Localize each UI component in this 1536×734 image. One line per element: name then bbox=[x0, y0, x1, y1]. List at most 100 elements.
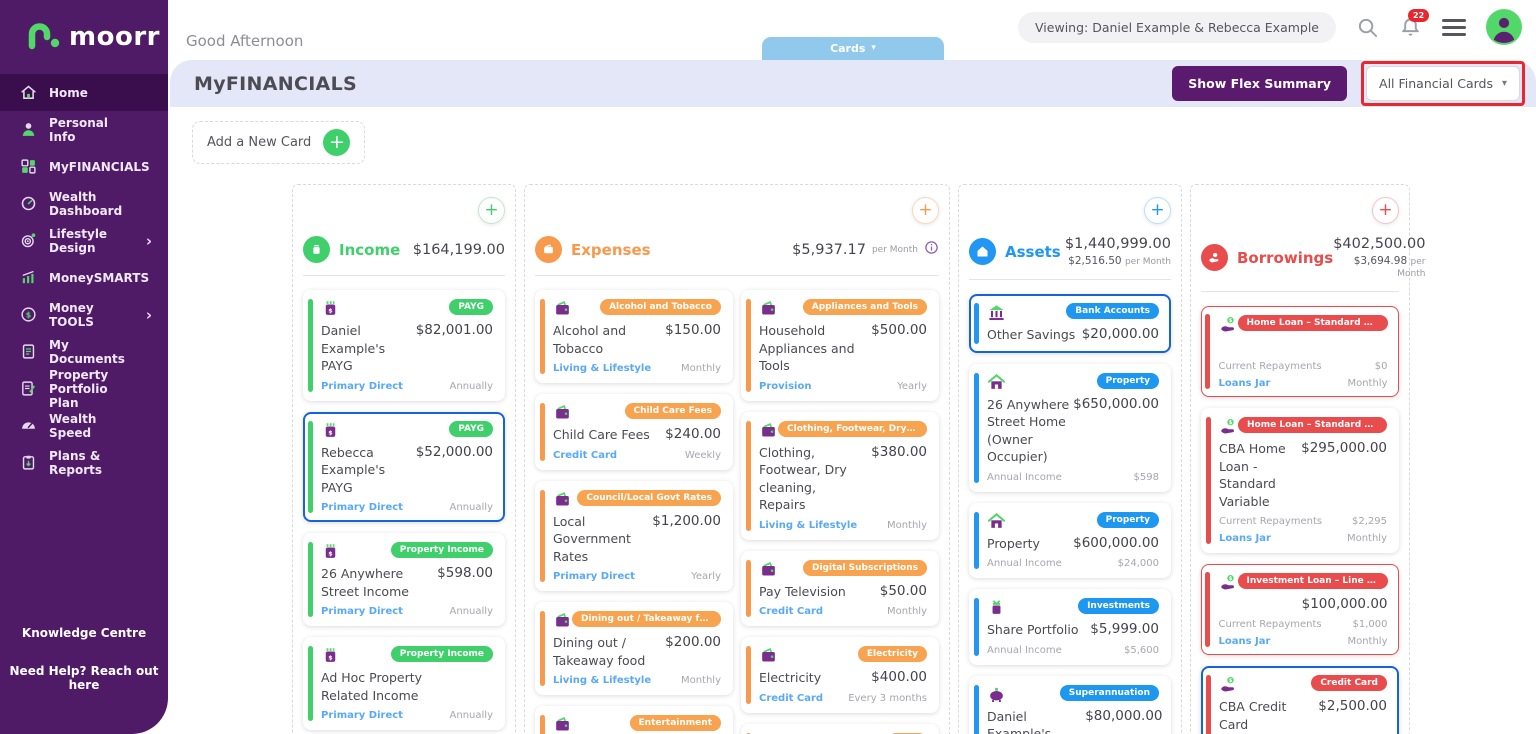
sidebar-item[interactable]: MoneySMARTS › bbox=[0, 259, 168, 296]
expense-card[interactable]: Appliances and Tools Household Appliance… bbox=[741, 290, 939, 401]
sidebar-item[interactable]: MyFINANCIALS › bbox=[0, 148, 168, 185]
sidebar-item[interactable]: Personal Info › bbox=[0, 111, 168, 148]
search-icon[interactable] bbox=[1356, 16, 1379, 39]
asset-card[interactable]: Bank Accounts Other Savings $20,000.00 bbox=[969, 294, 1171, 353]
category-badge: Property Income bbox=[390, 542, 493, 558]
borrowings-hand-money-icon bbox=[1201, 244, 1228, 271]
filter-dropdown-label: All Financial Cards bbox=[1379, 76, 1493, 91]
account-link[interactable]: Primary Direct bbox=[321, 606, 403, 617]
account-link[interactable]: Primary Direct bbox=[553, 571, 635, 582]
chevron-down-icon: ▾ bbox=[1501, 78, 1507, 89]
svg-text:$: $ bbox=[1228, 576, 1232, 582]
sidebar-item[interactable]: Home › bbox=[0, 74, 168, 111]
account-link[interactable]: Credit Card bbox=[759, 606, 824, 617]
avatar[interactable] bbox=[1486, 9, 1522, 45]
gauge-icon bbox=[20, 195, 37, 212]
viewing-selector[interactable]: Viewing: Daniel Example & Rebecca Exampl… bbox=[1018, 11, 1336, 43]
card-amount: $240.00 bbox=[665, 426, 721, 442]
notifications-bell-icon[interactable]: 22 bbox=[1399, 8, 1430, 39]
account-link[interactable]: Living & Lifestyle bbox=[553, 363, 652, 374]
financial-cards-filter-dropdown[interactable]: All Financial Cards ▾ bbox=[1366, 66, 1520, 101]
add-asset-button[interactable]: + bbox=[1144, 197, 1171, 224]
borrowings-total: $402,500.00 bbox=[1333, 236, 1426, 252]
expense-card[interactable]: Child Care Fees Child Care Fees $240.00 … bbox=[535, 394, 733, 470]
sidebar-item[interactable]: $ Money TOOLS › bbox=[0, 296, 168, 333]
assets-header: Assets $1,440,999.00 $2,516.50 per Month bbox=[969, 236, 1171, 267]
sidebar-item[interactable]: Plans & Reports › bbox=[0, 444, 168, 481]
account-link[interactable]: Primary Direct bbox=[321, 710, 403, 721]
expense-card[interactable]: Alcohol and Tobacco Alcohol and Tobacco … bbox=[535, 290, 733, 383]
svg-text:$: $ bbox=[1229, 420, 1233, 426]
expense-card[interactable]: Dining out / Takeaway food Dining out / … bbox=[535, 602, 733, 695]
sidebar-item[interactable]: Property Portfolio Plan › bbox=[0, 368, 168, 410]
svg-text:$: $ bbox=[328, 550, 332, 557]
add-income-button[interactable]: + bbox=[478, 197, 505, 224]
income-card[interactable]: $ PAYG Rebecca Example's PAYG $52,000.00… bbox=[303, 411, 505, 522]
target-icon bbox=[20, 232, 37, 249]
account-link[interactable]: Loans Jar bbox=[1218, 635, 1271, 647]
account-link[interactable]: Living & Lifestyle bbox=[553, 675, 652, 686]
account-link[interactable]: Credit Card bbox=[553, 449, 618, 461]
card-name: Child Care Fees bbox=[553, 427, 650, 442]
show-flex-summary-button[interactable]: Show Flex Summary bbox=[1172, 66, 1348, 101]
assets-card-list: Bank Accounts Other Savings $20,000.00 bbox=[969, 294, 1171, 734]
borrowing-card[interactable]: $ Home Loan – Standard Variable CBA Home… bbox=[1201, 408, 1399, 553]
panel-header: MyFINANCIALS Show Flex Summary All Finan… bbox=[170, 60, 1536, 107]
card-amount: $650,000.00 bbox=[1073, 395, 1159, 412]
jar-icon: $ bbox=[321, 646, 340, 665]
frequency-label: Every 3 months bbox=[848, 692, 927, 704]
expense-card[interactable]: Digital Subscriptions Pay Television $50… bbox=[741, 550, 939, 626]
account-link[interactable]: Loans Jar bbox=[1219, 533, 1271, 544]
sidebar-item[interactable]: Lifestyle Design › bbox=[0, 222, 168, 259]
asset-card[interactable]: Property Property $600,000.00 Annual Inc… bbox=[969, 502, 1171, 578]
income-card[interactable]: $ PAYG Daniel Example's PAYG $82,001.00 … bbox=[303, 290, 505, 401]
income-card-list: $ PAYG Daniel Example's PAYG $82,001.00 … bbox=[303, 290, 505, 734]
cards-tab[interactable]: Cards ▾ bbox=[762, 37, 944, 60]
account-link[interactable]: Living & Lifestyle bbox=[759, 519, 858, 531]
need-help-link[interactable]: Need Help? Reach out here bbox=[9, 664, 159, 692]
sidebar-item[interactable]: My Documents › bbox=[0, 333, 168, 370]
expense-card[interactable]: Entertainment Entertainment $250.00 Livi… bbox=[535, 706, 733, 734]
borrowing-card[interactable]: $ Home Loan – Standard Variable Current … bbox=[1201, 306, 1399, 397]
repayments-label: Current Repayments bbox=[1219, 516, 1323, 527]
account-link[interactable]: Credit Card bbox=[759, 692, 824, 704]
clipboard-icon bbox=[20, 454, 37, 471]
card-columns: + Income $164,199.00 bbox=[292, 184, 1536, 734]
svg-text:$: $ bbox=[26, 310, 31, 319]
category-badge: Home Loan – Standard Variable bbox=[1238, 417, 1387, 433]
card-amount: $150.00 bbox=[665, 322, 721, 338]
expenses-total-period: per Month bbox=[871, 244, 918, 255]
wallet-icon bbox=[553, 403, 572, 422]
document-edit-icon bbox=[20, 380, 37, 397]
asset-card[interactable]: Superannuation Daniel Example's superann… bbox=[969, 675, 1171, 734]
expense-card[interactable]: Electricity Electricity $400.00 Credit C… bbox=[741, 637, 939, 713]
sidebar-item[interactable]: Wealth Speed › bbox=[0, 407, 168, 444]
knowledge-centre-link[interactable]: Knowledge Centre bbox=[21, 626, 147, 640]
sidebar-item[interactable]: Wealth Dashboard › bbox=[0, 185, 168, 222]
asset-card[interactable]: Property 26 Anywhere Street Home (Owner … bbox=[969, 363, 1171, 492]
add-new-card-button[interactable]: Add a New Card + bbox=[192, 121, 366, 164]
account-link[interactable]: Primary Direct bbox=[321, 502, 403, 513]
expense-card[interactable]: Council/Local Govt Rates Local Governmen… bbox=[535, 480, 733, 591]
card-amount: $50.00 bbox=[879, 582, 927, 599]
asset-card[interactable]: Investments Share Portfolio $5,999.00 An… bbox=[969, 589, 1171, 665]
menu-icon[interactable] bbox=[1442, 18, 1466, 36]
card-name: Share Portfolio bbox=[987, 622, 1079, 637]
expense-card[interactable]: Fuel Fuel $70.00 Credit Card bbox=[741, 723, 939, 734]
logo[interactable]: moorr bbox=[0, 0, 168, 70]
add-borrowing-button[interactable]: + bbox=[1372, 197, 1399, 224]
add-expense-button[interactable]: + bbox=[912, 197, 939, 224]
borrowing-card[interactable]: $ Credit Card CBA Credit Card $2,500.00 … bbox=[1201, 666, 1399, 734]
account-link[interactable]: Primary Direct bbox=[321, 380, 403, 392]
income-card[interactable]: $ Property Income Ad Hoc Property Relate… bbox=[303, 637, 505, 730]
hand-money-icon: $ bbox=[1219, 315, 1238, 334]
expense-card[interactable]: Clothing, Footwear, Dry cleaning, ... Cl… bbox=[741, 411, 939, 540]
account-link[interactable]: Loans Jar bbox=[1218, 377, 1271, 389]
account-link[interactable]: Provision bbox=[759, 380, 812, 392]
borrowing-card[interactable]: $ Investment Loan – Line of Credit (Inv.… bbox=[1201, 564, 1399, 655]
borrowings-title: Borrowings bbox=[1237, 248, 1334, 267]
income-card[interactable]: $ Property Income 26 Anywhere Street Inc… bbox=[303, 533, 505, 626]
category-badge: Home Loan – Standard Variable bbox=[1237, 314, 1388, 331]
info-icon[interactable] bbox=[924, 240, 939, 259]
annual-income-label: Annual Income bbox=[987, 644, 1062, 656]
